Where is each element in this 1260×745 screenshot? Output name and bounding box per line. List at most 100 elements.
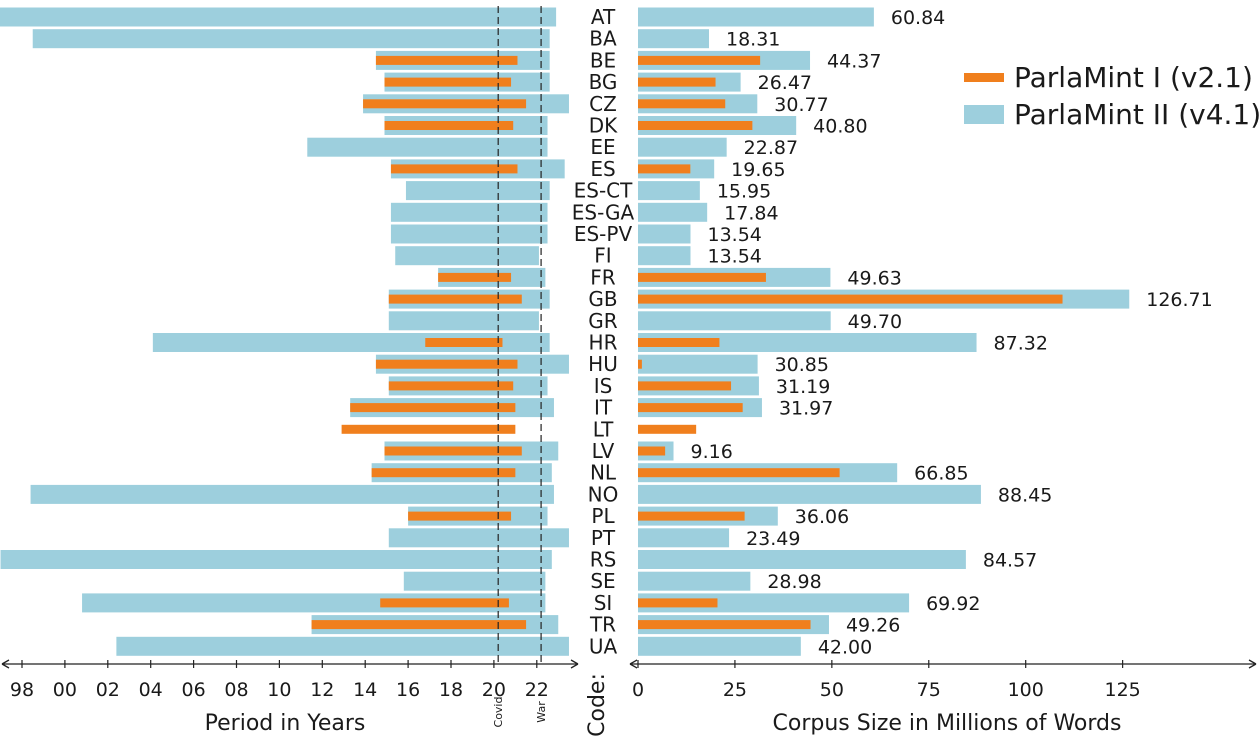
code-SI: SI: [594, 591, 613, 615]
size-label-HR: 87.32: [994, 333, 1048, 355]
code-BA: BA: [589, 27, 617, 51]
size-bar-BA-v4: [638, 29, 709, 49]
size-label-ES-GA: 17.84: [724, 202, 778, 224]
period-tick-label: 02: [96, 679, 120, 701]
size-bar-NL-v2: [638, 468, 840, 478]
code-EE: EE: [590, 135, 615, 159]
size-label-SE: 28.98: [767, 571, 821, 593]
period-bar-HU-v2: [375, 359, 518, 369]
size-label-LV: 9.16: [691, 441, 733, 463]
legend-label: ParlaMint II (v4.1): [1014, 98, 1260, 131]
code-ES-GA: ES-GA: [572, 200, 635, 224]
size-label-BA: 18.31: [726, 29, 780, 51]
size-label-CZ: 30.77: [774, 94, 828, 116]
code-FR: FR: [590, 265, 616, 289]
code-FI: FI: [594, 244, 611, 268]
period-bar-PL-v2: [408, 511, 512, 521]
event-lines: Covid War: [492, 6, 548, 727]
size-bar-HU-v4: [638, 354, 758, 374]
period-bar-DK-v2: [384, 121, 514, 130]
code-LV: LV: [592, 439, 615, 463]
period-axis-title: Period in Years: [205, 711, 366, 736]
period-tick-label: 06: [182, 679, 206, 701]
event-label-covid: Covid: [492, 697, 505, 728]
code-SE: SE: [590, 569, 615, 593]
code-IT: IT: [594, 396, 613, 420]
period-bar-LT-v2: [341, 424, 516, 434]
code-PL: PL: [591, 504, 615, 528]
size-label-AT: 60.84: [891, 7, 945, 29]
code-LT: LT: [593, 417, 614, 441]
size-bar-SI-v2: [638, 598, 718, 608]
size-label-BE: 44.37: [827, 50, 881, 72]
period-bar-IT-v2: [350, 403, 516, 413]
period-bar-RS-v4: [0, 550, 552, 569]
size-label-DK: 40.80: [813, 116, 867, 138]
code-ES: ES: [590, 157, 615, 181]
size-bar-DK-v2: [638, 121, 753, 130]
period-bar-ES-v2: [390, 164, 518, 174]
period-bar-SE-v4: [403, 571, 546, 591]
size-label-FR: 49.63: [847, 267, 901, 289]
size-label-TR: 49.26: [846, 615, 900, 637]
size-bar-FI-v4: [638, 246, 691, 266]
period-tick-label: 00: [53, 679, 77, 701]
period-tick-label: 22: [525, 679, 549, 701]
code-UA: UA: [589, 634, 618, 658]
code-HR: HR: [589, 331, 618, 355]
period-tick-label: 16: [396, 679, 420, 701]
period-bar-SI-v2: [380, 598, 509, 608]
code-GB: GB: [588, 287, 617, 311]
period-bar-UA-v4: [116, 636, 569, 656]
size-bar-HU-v2: [638, 359, 642, 369]
size-label-FI: 13.54: [707, 246, 761, 268]
code-AT: AT: [591, 5, 616, 29]
size-label-SI: 69.92: [926, 593, 980, 615]
size-bar-LV-v2: [638, 446, 666, 456]
size-label-RS: 84.57: [983, 550, 1037, 572]
period-bar-CZ-v2: [363, 99, 527, 109]
period-tick-label: 10: [267, 679, 291, 701]
period-tick-label: 98: [10, 679, 34, 701]
size-label-GB: 126.71: [1146, 289, 1212, 311]
period-tick-label: 14: [353, 679, 377, 701]
country-codes: ATBABEBGCZDKEEESES-CTES-GAES-PVFIFRGBGRH…: [572, 5, 635, 658]
period-bar-HR-v4: [152, 333, 550, 352]
size-bar-FR-v2: [638, 272, 766, 282]
period-bar-BG-v2: [384, 77, 512, 87]
code-BG: BG: [589, 70, 618, 94]
period-bar-FR-v2: [438, 272, 512, 282]
period-bar-FI-v4: [395, 246, 539, 266]
size-bar-ES-CT-v4: [638, 181, 700, 201]
period-bar-SI-v4: [82, 593, 546, 613]
period-tick-label: 18: [439, 679, 463, 701]
period-axis-arrows: [1, 659, 579, 669]
size-bar-SI-v4: [638, 593, 910, 613]
size-label-PL: 36.06: [795, 506, 849, 528]
code-ES-CT: ES-CT: [574, 179, 634, 203]
size-bar-HR-v4: [638, 333, 977, 352]
size-label-ES: 19.65: [731, 159, 785, 181]
period-tick-label: 12: [310, 679, 334, 701]
size-bar-BG-v2: [638, 77, 716, 87]
period-bar-ES-CT-v4: [405, 181, 550, 201]
size-label-EE: 22.87: [744, 137, 798, 159]
size-tick-label: 100: [1008, 679, 1044, 701]
size-bar-SE-v4: [638, 571, 751, 591]
period-bar-BE-v2: [375, 55, 518, 65]
size-tick-label: 50: [820, 679, 844, 701]
size-bar-CZ-v2: [638, 99, 726, 109]
legend: ParlaMint I (v2.1) ParlaMint II (v4.1): [964, 61, 1260, 131]
period-bar-BA-v4: [32, 29, 550, 49]
size-axis-arrows: [629, 659, 1257, 669]
period-bar-GB-v2: [388, 294, 522, 304]
code-NL: NL: [590, 461, 617, 485]
period-axis: 98 00 02 04 06 08 10 12 14 16 18 20 22: [1, 659, 579, 701]
period-bar-TR-v2: [311, 620, 527, 630]
period-bars: [0, 7, 569, 656]
size-bar-BE-v2: [638, 55, 761, 65]
size-tick-label: 125: [1104, 679, 1140, 701]
size-bar-ES-GA-v4: [638, 202, 708, 222]
size-bar-ES-PV-v4: [638, 224, 691, 244]
